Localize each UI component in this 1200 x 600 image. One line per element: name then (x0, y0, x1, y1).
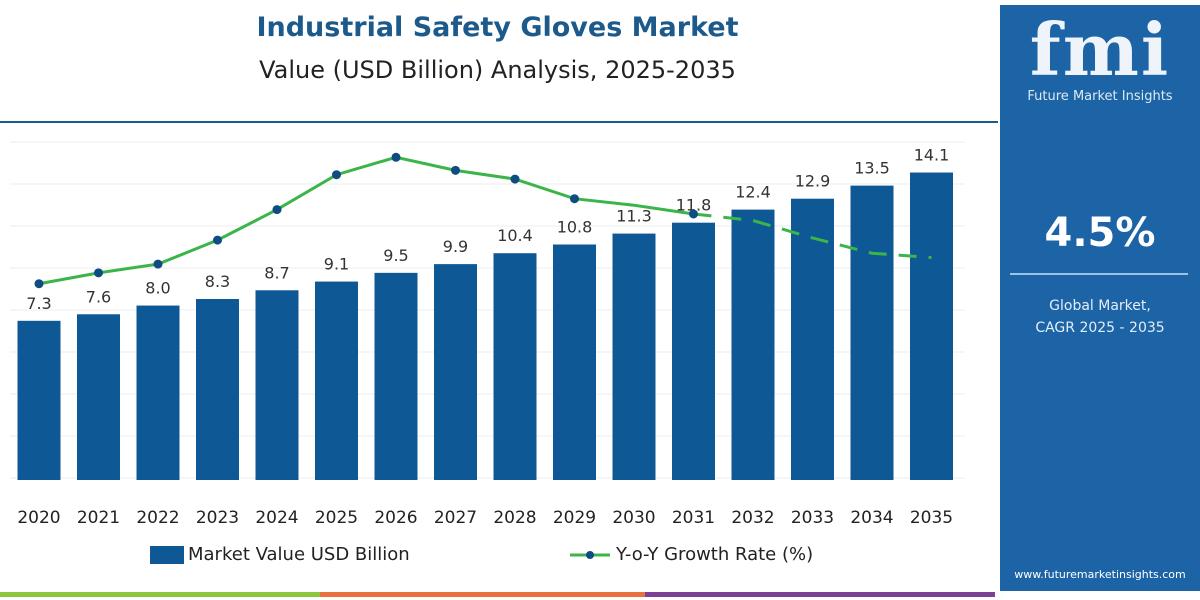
bar-2020 (17, 320, 61, 480)
cagr-label: Global Market, CAGR 2025 - 2035 (1000, 295, 1200, 339)
title-divider (0, 121, 998, 123)
bar-2023 (196, 299, 239, 480)
x-tick-2029: 2029 (553, 508, 596, 528)
bar-2025 (315, 281, 358, 480)
fmi-logo: fmi (1029, 7, 1171, 92)
bar-2033 (791, 198, 834, 480)
bar-2024 (255, 290, 299, 480)
cagr-value: 4.5% (1044, 210, 1156, 256)
growth-point-2025 (332, 170, 341, 180)
bar-2030 (612, 233, 656, 480)
website-url: www.futuremarketinsights.com (1014, 568, 1186, 581)
x-tick-2024: 2024 (255, 508, 298, 528)
growth-line-dashed (693, 212, 932, 260)
footer-stripe-orange (320, 592, 645, 597)
bar-label-2025: 9.1 (324, 255, 349, 274)
bar-2021 (77, 314, 120, 480)
growth-point-2026 (391, 152, 401, 162)
x-tick-2031: 2031 (672, 508, 715, 528)
bar-label-2032: 12.4 (735, 183, 771, 202)
x-tick-2025: 2025 (315, 508, 358, 528)
growth-line-solid (38, 155, 694, 286)
bar-label-2021: 7.6 (86, 287, 111, 306)
bar-2031 (672, 222, 715, 480)
bar-label-2028: 10.4 (497, 226, 533, 245)
legend-bar-label: Market Value USD Billion (188, 544, 410, 565)
bar-label-2033: 12.9 (795, 172, 831, 191)
cagr-label-line1: Global Market, (1049, 298, 1151, 314)
bar-label-2029: 10.8 (557, 217, 593, 236)
bar-2034 (850, 185, 894, 480)
x-tick-2030: 2030 (612, 508, 655, 528)
growth-point-2027 (451, 165, 460, 175)
x-tick-2027: 2027 (434, 508, 477, 528)
legend-line-label: Y-o-Y Growth Rate (%) (616, 544, 814, 565)
footer-stripe-purple (645, 592, 995, 597)
growth-point-2021 (94, 268, 103, 278)
bar-label-2023: 8.3 (205, 272, 230, 291)
bar-2026 (374, 272, 418, 480)
x-tick-2032: 2032 (731, 508, 774, 528)
cagr-label-line2: CAGR 2025 - 2035 (1035, 320, 1165, 336)
footer-stripe-green (0, 592, 320, 597)
x-tick-2035: 2035 (910, 508, 953, 528)
bar-label-2031: 11.8 (676, 196, 712, 215)
bar-label-2034: 13.5 (854, 159, 890, 178)
x-tick-2026: 2026 (374, 508, 417, 528)
bar-label-2024: 8.7 (264, 263, 289, 282)
growth-point-2029 (570, 194, 579, 204)
growth-point-2028 (510, 174, 520, 184)
chart-subtitle: Value (USD Billion) Analysis, 2025-2035 (259, 56, 736, 84)
bar-label-2022: 8.0 (145, 279, 170, 298)
legend-line-swatch (570, 550, 610, 559)
bar-2022 (136, 305, 180, 480)
x-tick-2023: 2023 (196, 508, 239, 528)
x-tick-2021: 2021 (77, 508, 120, 528)
chart-title: Industrial Safety Gloves Market (256, 12, 739, 43)
bar-2028 (493, 253, 537, 480)
legend-line: Y-o-Y Growth Rate (%) (570, 544, 813, 565)
x-tick-2034: 2034 (850, 508, 893, 528)
bar-label-2026: 9.5 (383, 246, 408, 265)
x-tick-2020: 2020 (17, 508, 60, 528)
brand-name: Future Market Insights (1027, 89, 1173, 104)
bar-label-2030: 11.3 (616, 207, 652, 226)
bar-label-2020: 7.3 (26, 294, 51, 313)
x-tick-2022: 2022 (136, 508, 179, 528)
bar-2035 (910, 172, 953, 480)
x-tick-2028: 2028 (493, 508, 536, 528)
bar-2029 (553, 244, 596, 480)
legend-bar: Market Value USD Billion (150, 544, 410, 565)
growth-point-2022 (153, 259, 163, 269)
chart-plot: 7.3 2020 7.6 2021 8.0 2022 8.3 2023 8.7 2024 9.1 20… (10, 141, 965, 528)
legend-bar-swatch (150, 545, 184, 564)
growth-point-2031 (689, 209, 698, 219)
growth-point-2024 (272, 205, 282, 215)
growth-point-2020 (34, 279, 44, 289)
cagr-panel: fmi Future Market Insights 4.5% Global M… (1000, 5, 1200, 591)
bar-label-2027: 9.9 (443, 237, 468, 256)
bar-label-2035: 14.1 (914, 146, 950, 165)
cagr-divider (1010, 273, 1188, 275)
growth-point-2023 (213, 235, 222, 245)
x-tick-2033: 2033 (791, 508, 834, 528)
bar-2027 (434, 264, 477, 480)
bar-2032 (731, 209, 775, 480)
